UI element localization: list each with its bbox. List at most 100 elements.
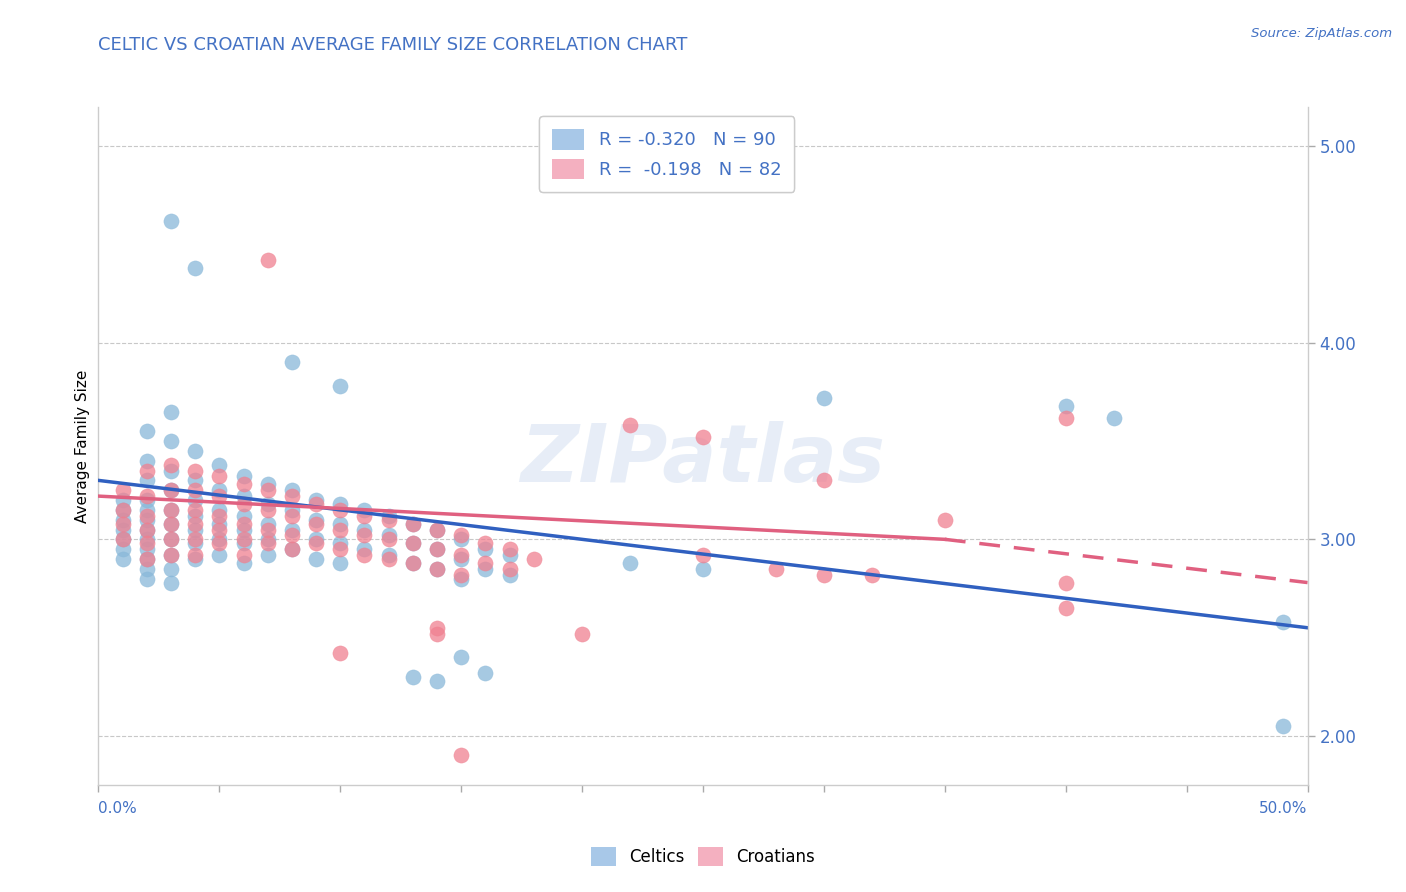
- Point: [160, 533, 183, 547]
- Point: [813, 391, 835, 405]
- Point: [135, 424, 157, 438]
- Point: [426, 673, 449, 688]
- Point: [135, 552, 157, 566]
- Point: [256, 477, 278, 491]
- Point: [281, 523, 304, 537]
- Point: [498, 562, 520, 576]
- Point: [860, 567, 883, 582]
- Point: [208, 516, 231, 531]
- Point: [232, 533, 254, 547]
- Point: [426, 562, 449, 576]
- Point: [329, 646, 352, 660]
- Point: [184, 536, 207, 550]
- Point: [135, 454, 157, 468]
- Point: [402, 556, 425, 570]
- Point: [111, 533, 134, 547]
- Point: [619, 418, 641, 433]
- Point: [426, 523, 449, 537]
- Point: [232, 523, 254, 537]
- Point: [184, 523, 207, 537]
- Point: [111, 516, 134, 531]
- Point: [135, 513, 157, 527]
- Point: [135, 542, 157, 557]
- Point: [160, 464, 183, 478]
- Point: [305, 513, 328, 527]
- Point: [377, 528, 399, 542]
- Point: [813, 474, 835, 488]
- Point: [450, 572, 472, 586]
- Point: [208, 483, 231, 498]
- Point: [329, 497, 352, 511]
- Point: [184, 552, 207, 566]
- Point: [135, 474, 157, 488]
- Point: [692, 430, 714, 444]
- Point: [160, 483, 183, 498]
- Point: [281, 355, 304, 369]
- Point: [1054, 601, 1077, 615]
- Point: [571, 626, 593, 640]
- Point: [184, 474, 207, 488]
- Legend: Celtics, Croatians: Celtics, Croatians: [582, 838, 824, 875]
- Point: [184, 444, 207, 458]
- Point: [305, 493, 328, 508]
- Point: [402, 516, 425, 531]
- Point: [281, 542, 304, 557]
- Point: [256, 548, 278, 562]
- Point: [256, 523, 278, 537]
- Point: [232, 489, 254, 503]
- Point: [256, 516, 278, 531]
- Point: [1102, 410, 1125, 425]
- Point: [184, 493, 207, 508]
- Point: [353, 548, 375, 562]
- Point: [813, 567, 835, 582]
- Point: [184, 548, 207, 562]
- Point: [281, 503, 304, 517]
- Point: [160, 575, 183, 590]
- Point: [184, 464, 207, 478]
- Point: [353, 542, 375, 557]
- Point: [232, 477, 254, 491]
- Point: [232, 556, 254, 570]
- Point: [353, 528, 375, 542]
- Point: [329, 542, 352, 557]
- Point: [160, 503, 183, 517]
- Point: [184, 533, 207, 547]
- Point: [184, 508, 207, 523]
- Point: [135, 552, 157, 566]
- Point: [160, 533, 183, 547]
- Text: 0.0%: 0.0%: [98, 801, 138, 815]
- Point: [281, 528, 304, 542]
- Text: ZIPatlas: ZIPatlas: [520, 420, 886, 499]
- Point: [305, 536, 328, 550]
- Point: [135, 533, 157, 547]
- Point: [256, 497, 278, 511]
- Point: [281, 489, 304, 503]
- Point: [474, 542, 496, 557]
- Point: [281, 542, 304, 557]
- Point: [160, 404, 183, 418]
- Legend: R = -0.320   N = 90, R =  -0.198   N = 82: R = -0.320 N = 90, R = -0.198 N = 82: [540, 116, 794, 192]
- Point: [208, 508, 231, 523]
- Point: [523, 552, 546, 566]
- Point: [1054, 575, 1077, 590]
- Point: [232, 548, 254, 562]
- Point: [305, 516, 328, 531]
- Point: [498, 548, 520, 562]
- Point: [111, 542, 134, 557]
- Point: [450, 567, 472, 582]
- Point: [208, 548, 231, 562]
- Point: [208, 533, 231, 547]
- Point: [281, 483, 304, 498]
- Point: [111, 483, 134, 498]
- Point: [377, 508, 399, 523]
- Point: [160, 503, 183, 517]
- Point: [135, 464, 157, 478]
- Point: [208, 523, 231, 537]
- Point: [184, 503, 207, 517]
- Point: [160, 434, 183, 448]
- Point: [1272, 615, 1295, 629]
- Point: [329, 516, 352, 531]
- Text: CELTIC VS CROATIAN AVERAGE FAMILY SIZE CORRELATION CHART: CELTIC VS CROATIAN AVERAGE FAMILY SIZE C…: [98, 36, 688, 54]
- Point: [232, 536, 254, 550]
- Point: [160, 214, 183, 228]
